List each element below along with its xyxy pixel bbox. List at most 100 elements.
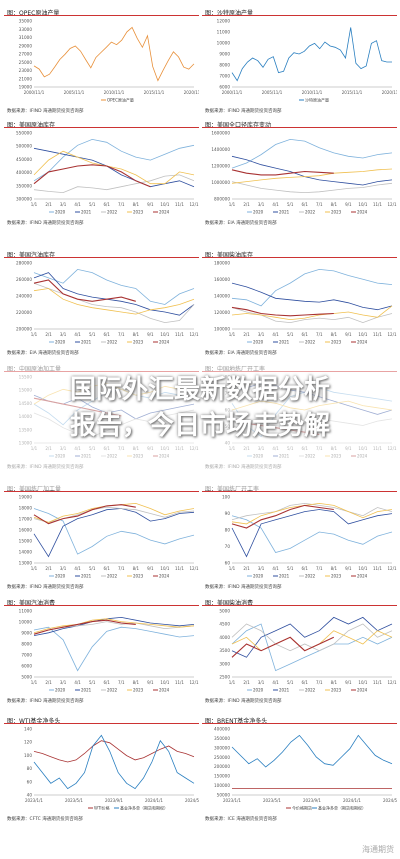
chart-title: 图：WTI基金净多头 [7, 718, 61, 725]
x-tick-label: 1/1 [229, 332, 236, 337]
x-tick-label: 11/1 [175, 566, 184, 571]
series-line-3 [33, 150, 195, 185]
x-tick-label: 7/1 [118, 332, 125, 337]
x-tick-label: 8/1 [133, 202, 140, 207]
chart-title: 图：沙特原油产量 [205, 10, 254, 17]
y-tick-label: 260000 [16, 277, 32, 282]
y-tick-label: 200000 [16, 327, 32, 332]
series-line-4 [33, 279, 136, 302]
x-tick-label: 9/1 [345, 202, 352, 207]
y-tick-label: 140000 [214, 294, 230, 299]
x-tick-label: 2/1 [243, 202, 250, 207]
x-tick-label: 4/1 [272, 332, 279, 337]
headline-line-1: 国际外汇最新数据分析 [69, 375, 330, 405]
legend-label: 2023 [331, 688, 342, 693]
x-tick-label: 1/1 [31, 332, 38, 337]
x-tick-label: 2024/5/1 [383, 798, 397, 803]
y-tick-label: 150000 [214, 774, 230, 779]
legend-label: 2023 [133, 210, 144, 215]
x-tick-label: 12/1 [190, 566, 199, 571]
x-tick-label: 10/1 [160, 202, 169, 207]
legend-label: 2020 [55, 574, 66, 579]
x-tick-label: 2024/5/1 [185, 798, 199, 803]
chart-source: 数据来源：EIA 海通期货投资咨询部 [205, 351, 277, 356]
series-line-0 [33, 138, 195, 182]
series-line-0 [33, 26, 195, 82]
headline-overlay [0, 360, 400, 490]
y-tick-label: 31000 [19, 35, 33, 40]
x-tick-label: 12/1 [388, 332, 397, 337]
series-line-1 [33, 147, 195, 188]
x-tick-label: 2015/11/1 [144, 90, 165, 95]
x-tick-label: 1/1 [229, 202, 236, 207]
x-tick-label: 4/1 [74, 680, 81, 685]
series-line-0 [231, 515, 393, 553]
x-tick-label: 7/1 [316, 680, 323, 685]
y-tick-label: 4000 [219, 635, 230, 640]
x-tick-label: 8/1 [133, 332, 140, 337]
series-line-4 [33, 504, 136, 525]
x-tick-label: 11/1 [175, 680, 184, 685]
chart-plot: 400000 350000 300000 250000 200000 150000 1000… [214, 727, 397, 811]
watermark: 海通期货 [362, 845, 394, 854]
y-tick-label: 29000 [19, 43, 33, 48]
series-line-2 [33, 282, 195, 324]
x-tick-label: 2/1 [45, 332, 52, 337]
x-tick-label: 6/1 [104, 680, 111, 685]
y-tick-label: 1200000 [211, 164, 230, 169]
chart-title: 图：美国柴油消费 [205, 600, 254, 607]
legend-label: 2020 [253, 210, 264, 215]
y-tick-label: 60 [27, 779, 33, 784]
y-tick-label: 1400000 [211, 147, 230, 152]
x-tick-label: 1/1 [31, 680, 38, 685]
x-tick-label: 6/1 [302, 566, 309, 571]
series-line-3 [231, 305, 393, 321]
x-tick-label: 10/1 [358, 680, 367, 685]
chart-title: 图：OPEC原油产量 [7, 10, 60, 17]
y-tick-label: 180000 [214, 261, 230, 266]
x-tick-label: 5/1 [89, 202, 96, 207]
chart-source: 数据来源：EIA 海通期货投资咨询部 [7, 351, 79, 356]
series-line-3 [33, 288, 195, 315]
x-tick-label: 5/1 [89, 566, 96, 571]
series-line-0 [33, 740, 195, 763]
x-tick-label: 2010/11/1 [104, 90, 125, 95]
chart-panel-4: 图：美国汽油库存 280000 260000 240000 220000 200000 1/… [4, 248, 199, 357]
chart-source: 数据来源：CFTC 海通期货投资咨询部 [7, 817, 83, 822]
x-tick-label: 5/1 [287, 202, 294, 207]
y-tick-label: 11000 [19, 609, 33, 614]
x-tick-label: 6/1 [104, 332, 111, 337]
x-tick-label: 6/1 [302, 680, 309, 685]
y-tick-label: 19000 [19, 495, 33, 500]
x-tick-label: 2010/11/1 [302, 90, 323, 95]
title-rule [202, 605, 397, 606]
x-tick-label: 10/1 [358, 202, 367, 207]
x-tick-label: 3/1 [60, 332, 67, 337]
series-line-2 [231, 181, 393, 194]
series-line-4 [33, 164, 151, 188]
y-tick-label: 12000 [217, 19, 231, 24]
y-tick-label: 6000 [21, 664, 32, 669]
legend-label: 2024 [159, 210, 170, 215]
series-line-1 [33, 616, 195, 636]
x-tick-label: 3/1 [258, 332, 265, 337]
x-tick-label: 12/1 [190, 680, 199, 685]
y-tick-label: 70 [225, 544, 231, 549]
legend-label: 2020 [253, 574, 264, 579]
x-tick-label: 8/1 [331, 332, 338, 337]
x-tick-label: 2000/11/1 [222, 90, 243, 95]
x-tick-label: 2020/11/1 [184, 90, 199, 95]
x-tick-label: 5/1 [287, 332, 294, 337]
chart-plot: 35000 33000 31000 29000 27000 25000 23000 21000… [19, 19, 199, 103]
title-rule [4, 723, 199, 724]
y-tick-label: 33000 [19, 27, 33, 32]
legend-label: 2021 [279, 210, 290, 215]
x-tick-label: 2015/11/1 [342, 90, 363, 95]
x-tick-label: 7/1 [316, 566, 323, 571]
series-line-4 [231, 169, 334, 176]
title-rule [4, 127, 199, 128]
x-tick-label: 9/1 [345, 680, 352, 685]
